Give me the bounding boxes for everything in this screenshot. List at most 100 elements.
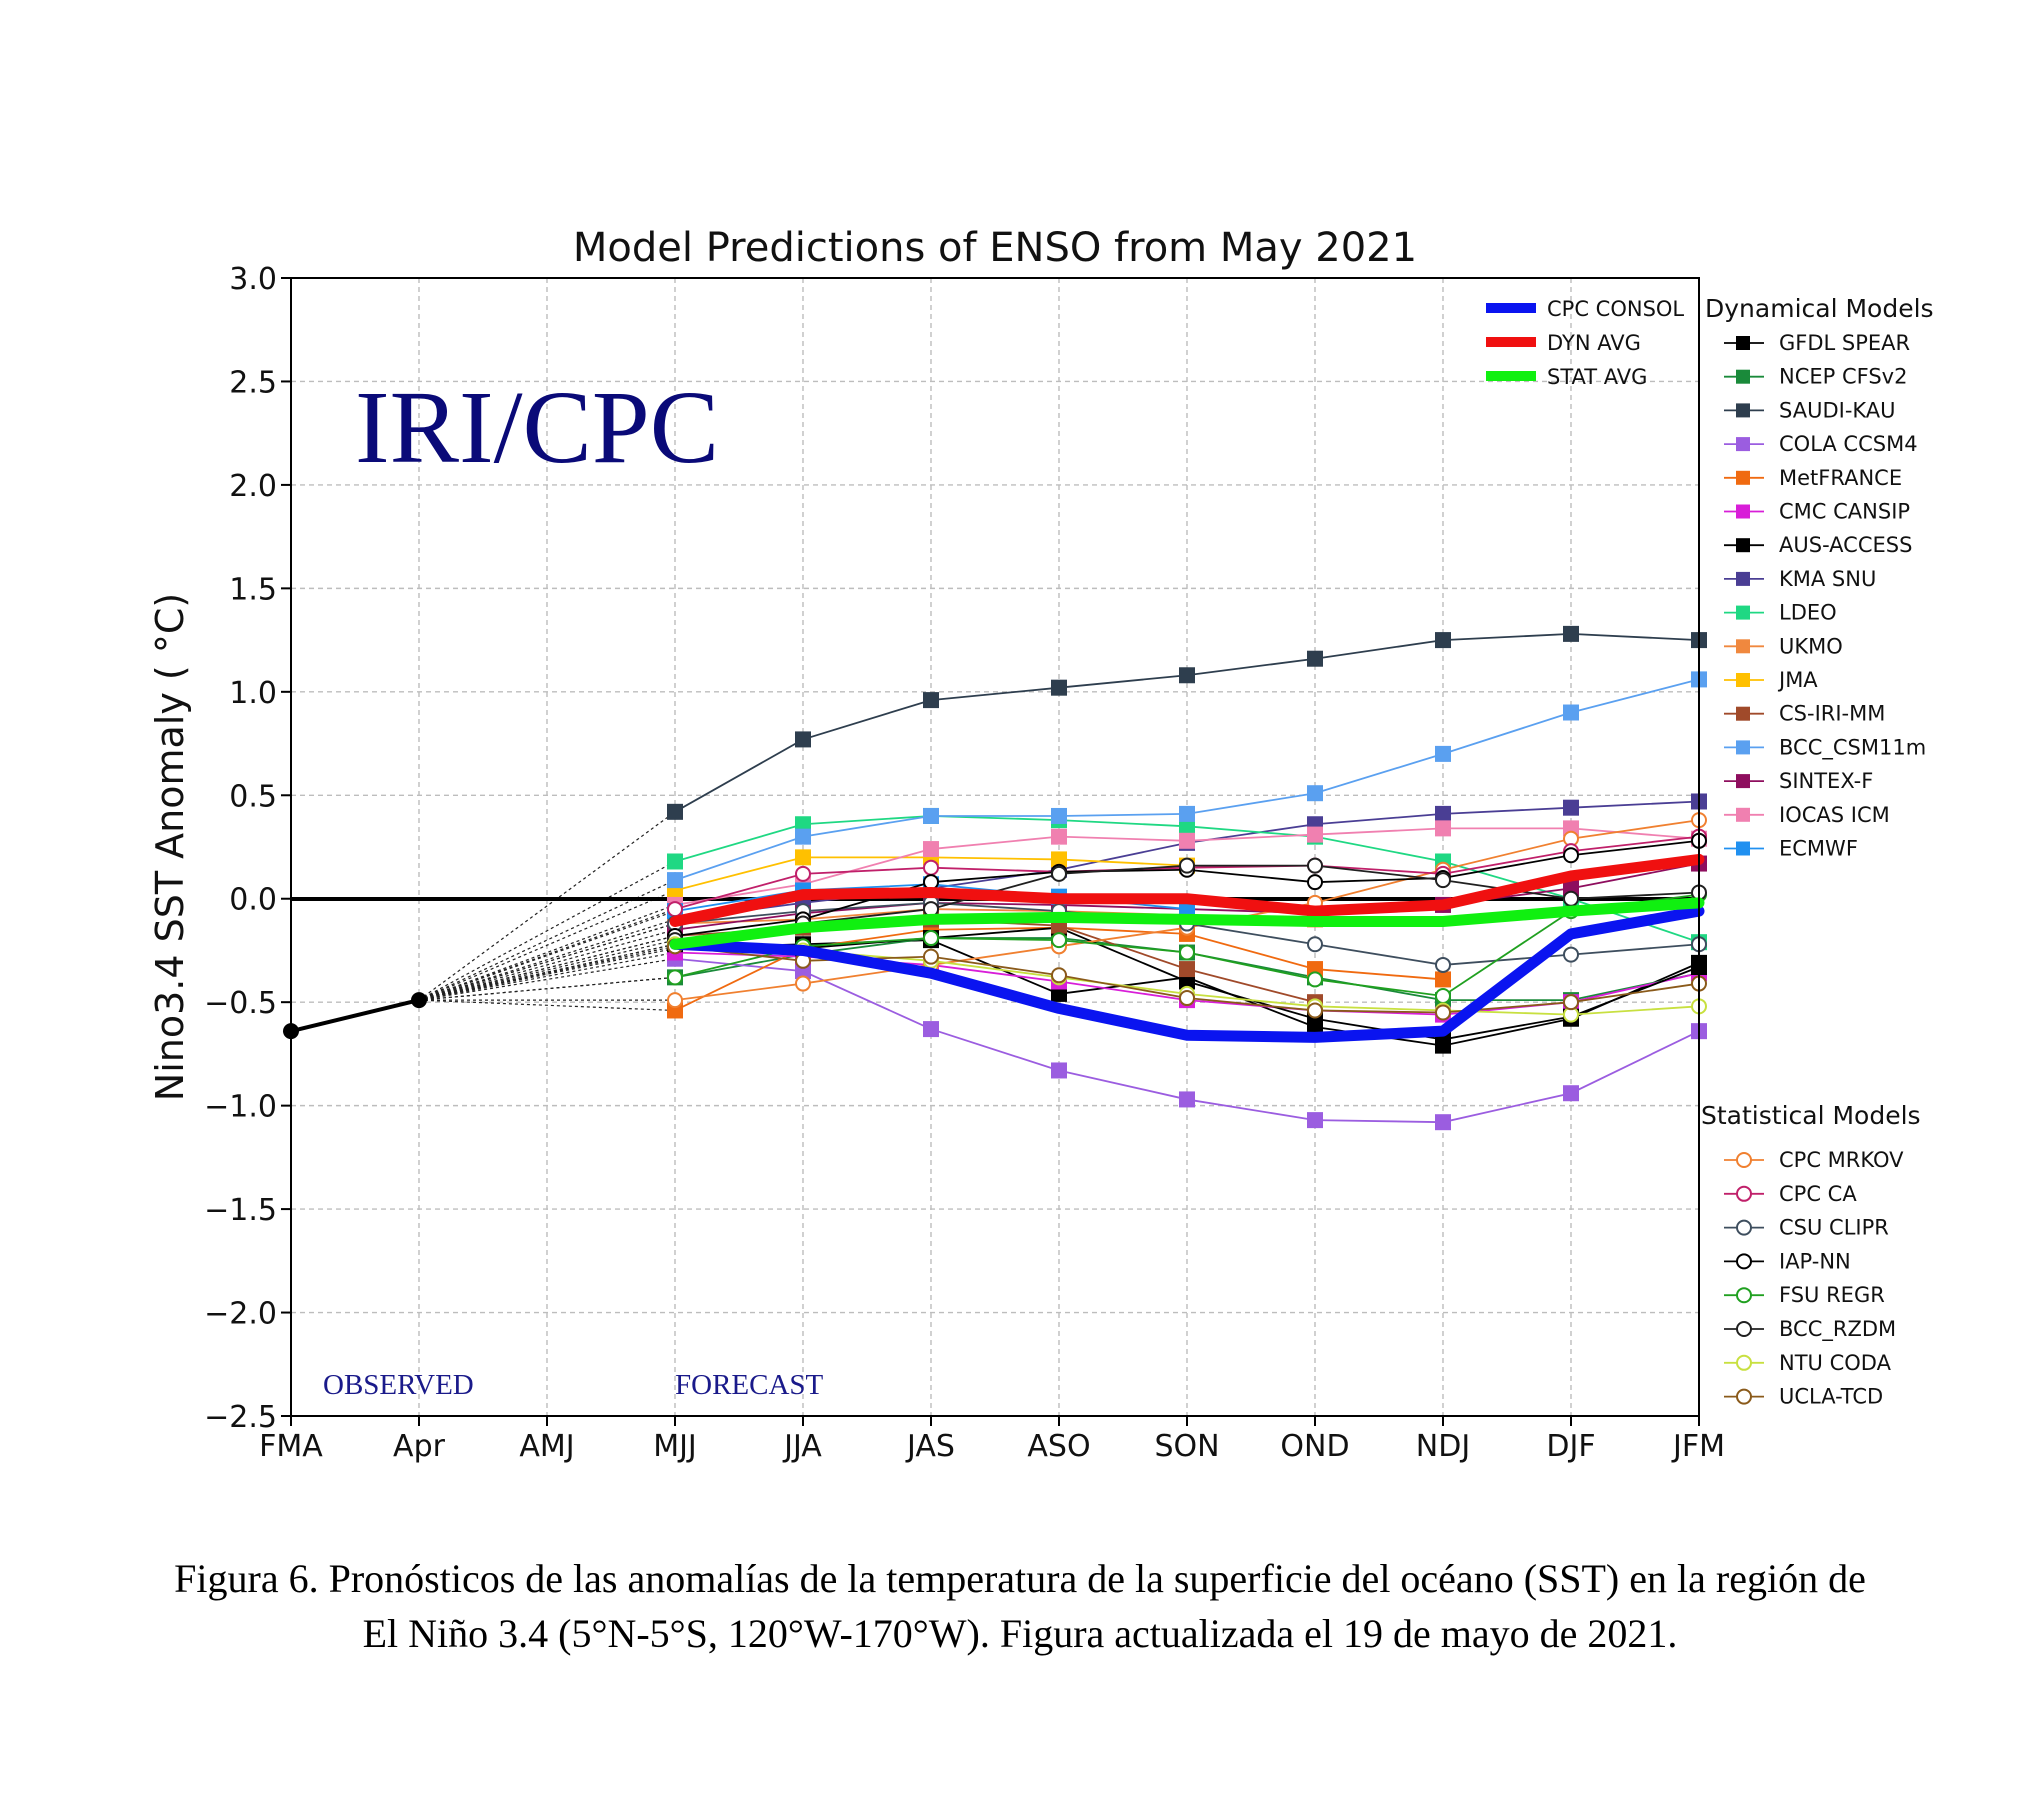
data-point — [1051, 679, 1067, 696]
summary-series — [669, 853, 1705, 1043]
data-point — [1563, 994, 1579, 1011]
legend-marker — [1736, 1354, 1752, 1371]
connector-line — [418, 929, 676, 1001]
data-point — [1435, 1004, 1451, 1021]
data-point — [1307, 1112, 1323, 1129]
legend-marker — [1736, 403, 1750, 418]
data-point — [923, 841, 939, 858]
connector-line — [418, 889, 676, 1001]
figure-caption-line-2: El Niño 3.4 (5°N-5°S, 120°W-170°W). Figu… — [362, 1611, 1678, 1656]
legend-marker — [1736, 639, 1750, 654]
plot-frame — [290, 277, 1700, 1417]
observed-point — [411, 992, 427, 1009]
data-point — [1435, 632, 1451, 649]
data-point — [1179, 944, 1195, 961]
summary-line-stat-avg — [669, 897, 1705, 950]
connector-line — [418, 958, 676, 1001]
x-tick-label: NDJ — [1416, 1429, 1470, 1464]
legend-label: MetFRANCE — [1779, 466, 1902, 490]
data-point — [795, 731, 811, 748]
data-point — [1179, 818, 1195, 835]
data-point — [1563, 890, 1579, 907]
y-tick-label: 1.5 — [229, 572, 277, 607]
legend-marker — [1736, 1321, 1752, 1337]
legend-label: ECMWF — [1779, 837, 1858, 861]
data-point — [1051, 851, 1067, 868]
legend-marker — [1736, 1287, 1752, 1304]
data-point — [923, 692, 939, 709]
data-point — [667, 853, 683, 870]
data-point — [1563, 799, 1579, 816]
legend-marker — [1736, 740, 1750, 755]
data-point — [1435, 820, 1451, 837]
y-tick-label: −0.5 — [204, 986, 277, 1021]
iri-cpc-watermark: IRI/CPC — [355, 370, 719, 485]
chart-title: Model Predictions of ENSO from May 2021 — [573, 225, 1417, 271]
legend-marker — [1736, 470, 1750, 485]
legend-label: NTU CODA — [1779, 1351, 1892, 1375]
data-point — [1435, 987, 1451, 1004]
data-point — [1179, 857, 1195, 874]
summary-line-cpc-consol — [669, 905, 1705, 1043]
summary-line-dyn-avg — [669, 853, 1705, 927]
legend-marker — [1736, 807, 1750, 822]
y-tick-label: −1.0 — [204, 1090, 277, 1125]
x-tick-label: DJF — [1546, 1429, 1595, 1464]
legend-label: AUS-ACCESS — [1779, 533, 1912, 557]
data-point — [1307, 650, 1323, 667]
legend-label: JMA — [1777, 668, 1818, 692]
connector-line — [418, 939, 676, 1001]
data-point — [1563, 704, 1579, 721]
data-point — [795, 975, 811, 992]
legend-marker — [1736, 504, 1750, 519]
data-point — [667, 992, 683, 1009]
legend-label: BCC_RZDM — [1779, 1317, 1896, 1342]
connector-line — [418, 860, 676, 1001]
summary-legend-label: DYN AVG — [1547, 331, 1641, 355]
statistical-legend-title: Statistical Models — [1701, 1101, 1921, 1130]
data-point — [1179, 805, 1195, 822]
data-point — [1563, 1085, 1579, 1102]
summary-legend: CPC CONSOL DYN AVG STAT AVG — [1486, 297, 1684, 389]
legend-label: CPC MRKOV — [1779, 1148, 1904, 1172]
connector-line — [418, 999, 676, 1012]
data-point — [1051, 985, 1067, 1002]
statistical-models-legend: Statistical Models CPC MRKOV CPC CA CSU CL… — [1701, 1101, 1921, 1409]
data-point — [667, 803, 683, 820]
legend-label: SINTEX-F — [1779, 769, 1873, 793]
data-point — [1435, 872, 1451, 889]
observed-series — [283, 992, 427, 1040]
data-point — [1307, 971, 1323, 988]
data-point — [1435, 956, 1451, 973]
data-point — [795, 865, 811, 882]
x-tick-label: FMA — [259, 1429, 323, 1464]
data-point — [1051, 967, 1067, 984]
data-point — [923, 930, 939, 947]
connector-line — [418, 918, 676, 1001]
data-point — [667, 969, 683, 986]
data-point — [1179, 901, 1195, 918]
data-point — [667, 872, 683, 889]
x-tick-label: ASO — [1027, 1429, 1090, 1464]
x-tick-label: JFM — [1671, 1429, 1725, 1464]
x-axis-ticks: FMA Apr AMJ MJJ JJA JAS ASO SON OND NDJ DJF JFM — [259, 1416, 1725, 1464]
x-tick-label: MJJ — [653, 1429, 697, 1464]
y-tick-label: −2.0 — [204, 1297, 277, 1332]
legend-marker — [1736, 1152, 1752, 1168]
data-point — [1307, 874, 1323, 891]
legend-label: FSU REGR — [1779, 1283, 1885, 1307]
data-point — [1307, 936, 1323, 953]
data-point — [1435, 971, 1451, 988]
legend-label: UKMO — [1779, 634, 1843, 658]
legend-label: LDEO — [1779, 601, 1837, 625]
data-point — [1179, 667, 1195, 684]
legend-label: UCLA-TCD — [1779, 1385, 1883, 1409]
connector-line — [418, 945, 676, 1001]
legend-marker — [1736, 369, 1750, 384]
data-point — [1563, 946, 1579, 963]
legend-marker — [1736, 437, 1750, 452]
legend-label: IOCAS ICM — [1779, 803, 1890, 827]
data-point — [667, 901, 683, 918]
data-point — [1179, 990, 1195, 1007]
y-tick-label: 2.0 — [229, 469, 277, 504]
